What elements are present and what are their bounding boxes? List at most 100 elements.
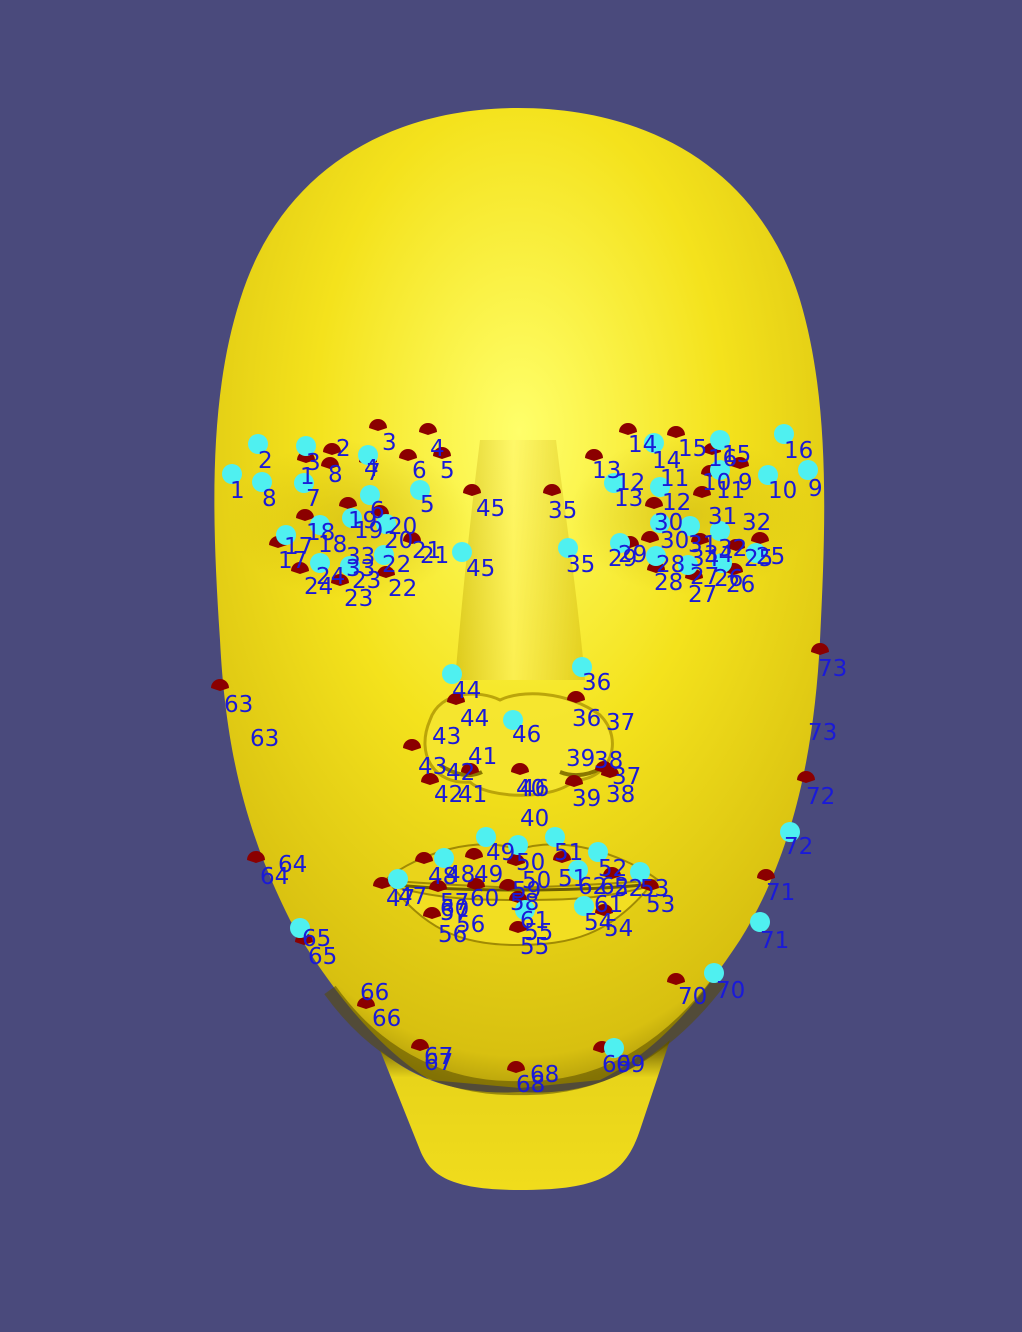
- cyan-landmark-marker: [508, 835, 528, 855]
- landmark-label: 19: [354, 518, 383, 544]
- nose-bridge: [455, 440, 585, 680]
- cyan-landmark-marker: [452, 542, 472, 562]
- landmark-label: 55: [520, 934, 549, 960]
- landmark-label: 37: [612, 764, 641, 790]
- cyan-landmark-marker: [774, 424, 794, 444]
- landmark-label: 65: [302, 926, 331, 952]
- cyan-landmark-marker: [558, 538, 578, 558]
- cyan-landmark-marker: [574, 896, 594, 916]
- red-landmark-marker: [543, 484, 561, 496]
- red-landmark-marker: [399, 449, 417, 461]
- landmark-label: 44: [452, 678, 481, 704]
- landmark-label: 33: [346, 544, 375, 570]
- red-landmark-marker: [641, 879, 659, 891]
- chin-surface: [380, 1040, 670, 1190]
- landmark-label: 34: [690, 546, 719, 572]
- landmark-label: 21: [412, 538, 441, 564]
- landmark-label: 46: [520, 776, 549, 802]
- cyan-landmark-marker: [476, 827, 496, 847]
- landmark-label: 53: [646, 892, 675, 918]
- landmark-label: 7: [306, 486, 321, 512]
- cyan-landmark-marker: [503, 710, 523, 730]
- red-landmark-layer: [211, 419, 829, 1073]
- landmark-label: 50: [522, 868, 551, 894]
- landmark-label: 30: [660, 528, 689, 554]
- cyan-landmark-marker: [710, 460, 730, 480]
- landmark-label: 38: [606, 782, 635, 808]
- landmark-label: 8: [328, 462, 343, 488]
- landmark-label: 35: [548, 498, 577, 524]
- landmark-label: 16: [708, 446, 737, 472]
- landmark-label: 7: [366, 460, 381, 486]
- cyan-landmark-layer: [222, 424, 818, 1058]
- red-landmark-marker: [565, 775, 583, 787]
- landmark-label: 32: [742, 510, 771, 536]
- red-landmark-marker: [731, 457, 749, 469]
- cyan-landmark-marker: [410, 480, 430, 500]
- landmark-label: 5: [420, 492, 435, 518]
- landmark-label: 25: [744, 546, 773, 572]
- landmark-label: 48: [428, 864, 457, 890]
- landmark-label: 29: [608, 546, 637, 572]
- landmark-label: 47: [398, 884, 427, 910]
- red-landmark-marker: [641, 531, 659, 543]
- landmark-label: 34: [704, 542, 733, 568]
- landmark-label: 42: [434, 782, 463, 808]
- red-landmark-marker: [507, 854, 525, 866]
- cyan-landmark-marker: [710, 430, 730, 450]
- landmark-label: 59: [512, 878, 541, 904]
- landmark-label: 36: [572, 706, 601, 732]
- landmark-label: 45: [466, 556, 495, 582]
- landmark-label: 8: [262, 486, 277, 512]
- landmark-label: 50: [516, 850, 545, 876]
- cyan-landmark-marker: [780, 822, 800, 842]
- landmark-label: 52: [614, 876, 643, 902]
- landmark-label: 20: [388, 514, 417, 540]
- landmark-label: 71: [766, 880, 795, 906]
- landmark-label: 61: [594, 892, 623, 918]
- landmark-label: 24: [316, 564, 345, 590]
- red-landmark-marker: [415, 852, 433, 864]
- landmark-label: 45: [476, 496, 505, 522]
- red-landmark-marker: [433, 447, 451, 459]
- red-landmark-marker: [619, 423, 637, 435]
- cyan-landmark-marker: [630, 862, 650, 882]
- landmark-label: 13: [592, 458, 621, 484]
- landmark-label: 16: [784, 438, 813, 464]
- red-landmark-marker: [377, 566, 395, 578]
- landmark-label: 14: [628, 432, 657, 458]
- cyan-landmark-marker: [434, 848, 454, 868]
- cyan-landmark-marker: [646, 546, 666, 566]
- landmark-label: 23: [352, 568, 381, 594]
- red-landmark-marker: [211, 679, 229, 691]
- cyan-landmark-marker: [276, 525, 296, 545]
- landmark-label: 73: [808, 720, 837, 746]
- landmark-label: 5: [440, 458, 455, 484]
- landmark-label: 44: [460, 706, 489, 732]
- landmark-label: 70: [716, 978, 745, 1004]
- red-landmark-marker: [331, 574, 349, 586]
- red-landmark-marker: [757, 869, 775, 881]
- red-landmark-marker: [667, 426, 685, 438]
- landmark-label: 71: [760, 928, 789, 954]
- red-landmark-marker: [603, 867, 621, 879]
- landmark-label: 42: [446, 760, 475, 786]
- landmark-label: 72: [784, 834, 813, 860]
- landmark-label: 61: [520, 908, 549, 934]
- landmark-label: 31: [708, 504, 737, 530]
- landmark-label: 54: [604, 916, 633, 942]
- red-landmark-marker: [567, 691, 585, 703]
- cyan-landmark-marker: [750, 912, 770, 932]
- landmark-label: 68: [516, 1072, 545, 1098]
- red-landmark-marker: [421, 773, 439, 785]
- landmark-label: 65: [308, 944, 337, 970]
- red-landmark-marker: [811, 643, 829, 655]
- cyan-landmark-marker: [358, 445, 378, 465]
- red-landmark-marker: [467, 878, 485, 890]
- red-landmark-marker: [727, 539, 745, 551]
- landmark-label: 48: [446, 862, 475, 888]
- cyan-landmark-marker: [704, 963, 724, 983]
